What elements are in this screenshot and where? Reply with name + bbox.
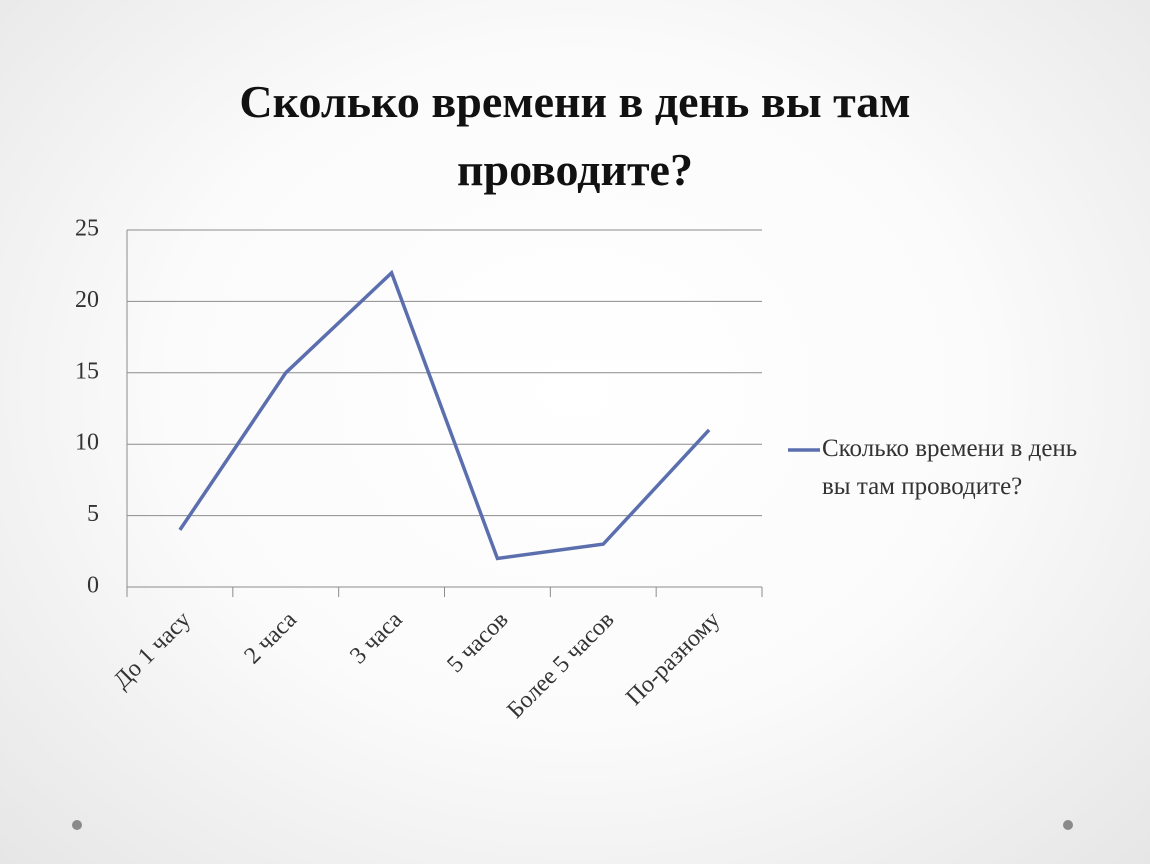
slide-dot: [1063, 820, 1073, 830]
x-tick-label: 3 часа: [345, 607, 408, 670]
x-tick-label: По-разному: [621, 607, 725, 711]
x-tick-label: 5 часов: [442, 607, 513, 678]
data-line: [178, 269, 711, 561]
y-tick-label: 25: [75, 216, 99, 242]
slide-dot: [72, 820, 82, 830]
chart-title: Сколько времени в день вы там проводите?: [239, 76, 911, 195]
x-tick-label: 2 часа: [239, 607, 302, 670]
y-tick-label: 5: [87, 501, 99, 527]
x-tick-label: До 1 часу: [109, 607, 196, 694]
y-tick-label: 10: [75, 430, 99, 456]
y-tick-label: 15: [75, 358, 99, 384]
y-tick-label: 20: [75, 287, 99, 313]
legend-label: Сколько времени в день вы там проводите?: [822, 435, 1078, 500]
x-tick-label: Более 5 часов: [502, 607, 619, 724]
y-tick-label: 0: [87, 573, 99, 599]
